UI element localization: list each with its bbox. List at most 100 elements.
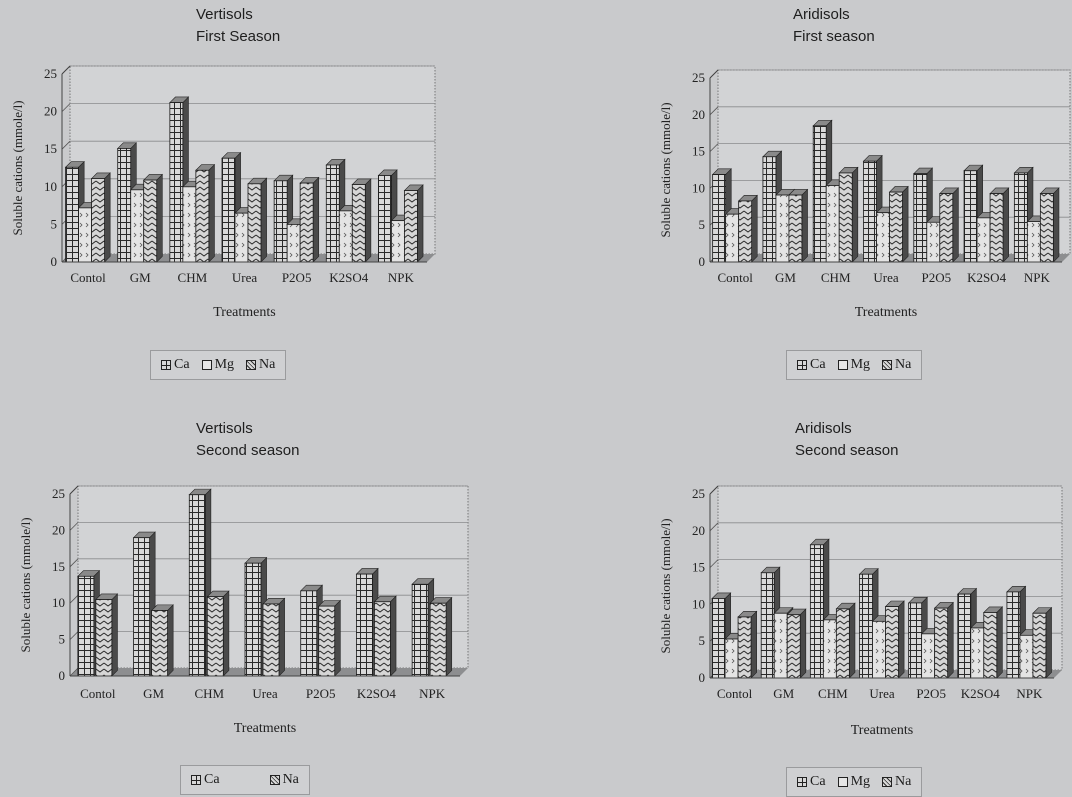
- y-tick-label: 15: [52, 559, 65, 574]
- y-tick-label: 10: [44, 179, 57, 194]
- y-tick: [709, 522, 719, 532]
- x-tick-label: Urea: [873, 270, 898, 285]
- y-axis-top: [61, 65, 71, 75]
- x-tick-label: NPK: [388, 270, 415, 285]
- x-tick-label: K2SO4: [967, 270, 1007, 285]
- y-axis-title: Soluble cations (mmole/l): [18, 517, 33, 652]
- bar-na-k2so4: [351, 178, 372, 263]
- legend-label: Na: [259, 357, 276, 372]
- x-axis-title: Treatments: [213, 305, 275, 320]
- bar-na-p2o5: [939, 187, 960, 263]
- y-tick-label: 25: [692, 486, 705, 501]
- legend-item-mg: Mg: [201, 357, 235, 373]
- legend-label: Ca: [810, 774, 826, 789]
- y-tick: [61, 103, 71, 112]
- bar-na-p2o5: [933, 601, 954, 679]
- chart-3-title-block: Vertisols Second season: [196, 418, 299, 462]
- chart-3-vertisols-second-season: 0 5 10 15 20 25 Contol GM CHM Urea P2O5 K2SO4 NPK Tre…: [18, 485, 469, 736]
- bar-na-chm: [195, 163, 216, 263]
- bar-na-npk: [403, 184, 424, 263]
- bar-na-chm: [835, 602, 856, 679]
- x-tick-label: Urea: [869, 686, 894, 701]
- y-tick: [69, 631, 79, 640]
- y-tick: [69, 558, 79, 568]
- x-tick-label: Urea: [232, 270, 257, 285]
- y-axis-title: Soluble cations (mmole/l): [658, 518, 673, 653]
- y-tick-label: 15: [44, 141, 57, 156]
- x-tick-label: Urea: [252, 686, 277, 701]
- y-tick-label: 20: [692, 523, 705, 538]
- x-axis-title: Treatments: [855, 305, 917, 320]
- y-axis-top: [709, 69, 719, 79]
- legend-label: Na: [282, 772, 299, 787]
- y-tick-label: 20: [692, 107, 705, 122]
- bar-na-contol: [95, 593, 119, 677]
- x-axis-title: Treatments: [234, 721, 296, 736]
- legend-item-ca: Ca: [797, 774, 826, 790]
- chart-2-legend: Ca Mg Na: [786, 350, 923, 380]
- y-tick-label: 15: [692, 560, 705, 575]
- y-tick: [61, 140, 71, 150]
- chart-2-title: Aridisols: [793, 6, 850, 23]
- y-tick-label: 25: [52, 486, 65, 501]
- mg-swatch-icon: [837, 360, 848, 370]
- chart-1-vertisols-first-season: 0 5 10 15 20 25 Contol GM CHM Urea P2O5 K2SO4 NPK Tre…: [10, 65, 436, 320]
- ca-swatch-icon: [191, 775, 201, 785]
- na-swatch-icon: [882, 777, 893, 787]
- bar-na-urea: [247, 177, 268, 263]
- legend-item-mg: Mg: [837, 357, 870, 373]
- x-tick-label: GM: [130, 270, 151, 285]
- y-axis-title: Soluble cations (mmole/l): [10, 100, 25, 235]
- bar-na-npk: [1039, 187, 1060, 263]
- bar-na-k2so4: [989, 187, 1010, 263]
- legend-label: Mg: [214, 357, 235, 372]
- chart-4-title-block: Aridisols Second season: [795, 418, 898, 462]
- y-tick: [709, 143, 719, 152]
- x-tick-label: P2O5: [306, 686, 336, 701]
- x-tick-label: P2O5: [921, 270, 951, 285]
- bar-na-npk: [429, 596, 453, 677]
- legend-item-mg: Mg: [837, 774, 870, 790]
- chart-4-aridisols-second-season: 0 5 10 15 20 25 Contol GM CHM Urea P2O5 K2SO4 NPK Tre…: [658, 485, 1063, 738]
- bar-na-gm: [788, 188, 809, 263]
- chart-1-subtitle: First Season: [196, 28, 281, 45]
- y-tick-label: 15: [692, 144, 705, 159]
- bar-na-urea: [262, 597, 286, 677]
- chart-4-legend: Ca Mg Na: [786, 767, 923, 797]
- chart-4-title: Aridisols: [795, 420, 852, 437]
- ca-swatch-icon: [161, 360, 171, 370]
- chart-1-legend: Ca Mg Na: [150, 350, 287, 380]
- y-tick: [69, 594, 79, 604]
- legend-label: Na: [895, 774, 912, 789]
- y-tick-label: 10: [692, 180, 705, 195]
- chart-2-aridisols-first-season: 0 5 10 15 20 25 Contol GM CHM Urea P2O5 K2SO4 NPK Tre…: [658, 69, 1071, 320]
- bar-na-npk: [1032, 606, 1053, 679]
- bar-na-chm: [206, 590, 230, 677]
- chart-3-subtitle: Second season: [196, 442, 300, 459]
- y-tick-label: 20: [44, 104, 57, 119]
- x-tick-label: Contol: [80, 686, 116, 701]
- y-tick-label: 20: [52, 522, 65, 537]
- bar-na-k2so4: [983, 606, 1004, 679]
- y-tick: [709, 559, 719, 568]
- x-tick-label: NPK: [1016, 686, 1043, 701]
- mg-swatch-icon: [837, 777, 848, 787]
- y-tick-label: 5: [59, 632, 66, 647]
- bar-na-p2o5: [317, 599, 342, 677]
- y-tick: [69, 667, 79, 677]
- chart-2-subtitle: First season: [793, 28, 875, 45]
- x-tick-label: Contol: [717, 686, 753, 701]
- mg-swatch-icon: [201, 360, 212, 370]
- legend-label: Ca: [174, 357, 190, 372]
- x-tick-label: Contol: [717, 270, 753, 285]
- y-tick-label: 0: [699, 670, 706, 685]
- legend-label: Ca: [204, 772, 220, 787]
- x-tick-label: CHM: [821, 270, 851, 285]
- bar-na-contol: [737, 610, 758, 679]
- x-tick-label: NPK: [419, 686, 446, 701]
- chart-2-title-block: Aridisols First season: [793, 4, 875, 48]
- bar-ca-urea: [862, 154, 883, 263]
- chart-4-subtitle: Second season: [795, 442, 899, 459]
- y-tick-label: 10: [52, 595, 65, 610]
